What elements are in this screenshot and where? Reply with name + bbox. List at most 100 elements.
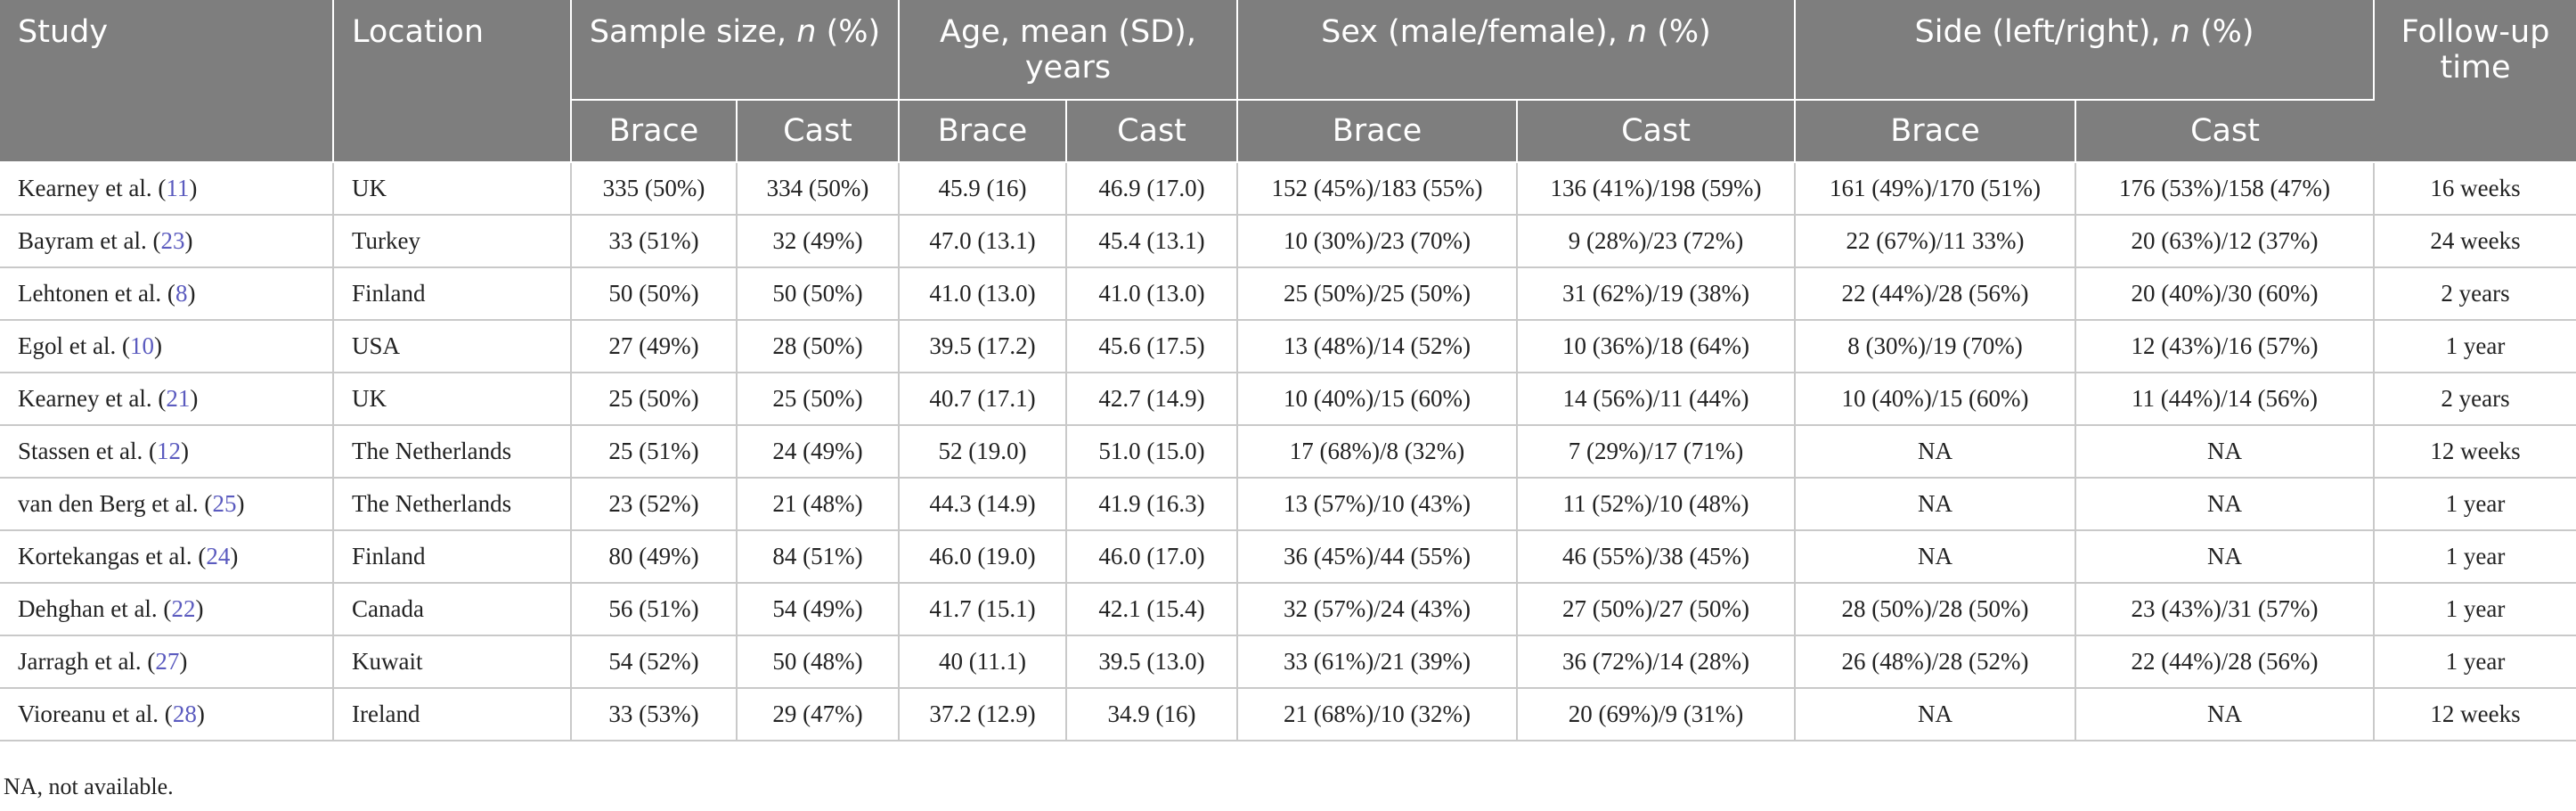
subheader-sample-brace: Brace — [571, 100, 738, 163]
table-row: Lehtonen et al. (8) Finland 50 (50%) 50 (50… — [0, 267, 2576, 321]
table-row: Bayram et al. (23) Turkey 33 (51%) 32 (49%)… — [0, 215, 2576, 268]
cell-side-brace: 22 (67%)/11 33%) — [1795, 215, 2077, 268]
reference-link[interactable]: 27 — [155, 648, 180, 675]
cell-sex-cast: 20 (69%)/9 (31%) — [1517, 688, 1797, 741]
study-name: Kearney et al. ( — [18, 175, 167, 201]
table-row: van den Berg et al. (25) The Netherlands 2… — [0, 478, 2576, 531]
cell-age-cast: 46.0 (17.0) — [1066, 530, 1238, 584]
reference-link[interactable]: 25 — [212, 490, 237, 517]
cell-side-brace: NA — [1795, 688, 2077, 741]
cell-location: Kuwait — [333, 635, 572, 689]
header-location: Location — [333, 0, 572, 163]
study-name-close: ) — [236, 490, 245, 517]
cell-age-brace: 41.7 (15.1) — [899, 583, 1067, 636]
reference-link[interactable]: 28 — [172, 700, 197, 727]
cell-study: Kearney et al. (21) — [0, 373, 334, 426]
study-name: Vioreanu et al. ( — [18, 700, 173, 727]
cell-ss-brace: 335 (50%) — [571, 162, 738, 216]
cell-sex-cast: 14 (56%)/11 (44%) — [1517, 373, 1797, 426]
cell-follow: 1 year — [2374, 583, 2576, 636]
reference-link[interactable]: 23 — [160, 227, 185, 254]
cell-side-brace: NA — [1795, 425, 2077, 479]
cell-follow: 1 year — [2374, 530, 2576, 584]
cell-ss-cast: 28 (50%) — [737, 320, 900, 373]
cell-study: Lehtonen et al. (8) — [0, 267, 334, 321]
study-name: Lehtonen et al. ( — [18, 280, 175, 307]
cell-age-cast: 51.0 (15.0) — [1066, 425, 1238, 479]
cell-study: Egol et al. (10) — [0, 320, 334, 373]
cell-sex-cast: 11 (52%)/10 (48%) — [1517, 478, 1797, 531]
cell-sex-brace: 17 (68%)/8 (32%) — [1237, 425, 1518, 479]
cell-location: Finland — [333, 530, 572, 584]
cell-study: Stassen et al. (12) — [0, 425, 334, 479]
cell-follow: 12 weeks — [2374, 425, 2576, 479]
cell-follow: 24 weeks — [2374, 215, 2576, 268]
table-row: Stassen et al. (12) The Netherlands 25 (51… — [0, 425, 2576, 479]
cell-sex-brace: 13 (48%)/14 (52%) — [1237, 320, 1518, 373]
table-row: Kearney et al. (21) UK 25 (50%) 25 (50%) 40.… — [0, 373, 2576, 426]
cell-sex-brace: 36 (45%)/44 (55%) — [1237, 530, 1518, 584]
cell-sex-cast: 27 (50%)/27 (50%) — [1517, 583, 1797, 636]
reference-link[interactable]: 21 — [166, 385, 191, 412]
cell-age-brace: 40.7 (17.1) — [899, 373, 1067, 426]
cell-ss-brace: 33 (53%) — [571, 688, 738, 741]
study-name-close: ) — [187, 280, 196, 307]
cell-ss-cast: 21 (48%) — [737, 478, 900, 531]
subheader-side-brace: Brace — [1795, 100, 2077, 163]
cell-side-brace: NA — [1795, 478, 2077, 531]
cell-age-cast: 39.5 (13.0) — [1066, 635, 1238, 689]
table-row: Kortekangas et al. (24) Finland 80 (49%) 84… — [0, 530, 2576, 584]
cell-location: USA — [333, 320, 572, 373]
cell-sex-cast: 7 (29%)/17 (71%) — [1517, 425, 1797, 479]
study-name: van den Berg et al. ( — [18, 490, 213, 517]
reference-link[interactable]: 11 — [166, 175, 190, 201]
cell-age-brace: 52 (19.0) — [899, 425, 1067, 479]
cell-side-cast: 22 (44%)/28 (56%) — [2075, 635, 2376, 689]
cell-side-brace: 161 (49%)/170 (51%) — [1795, 162, 2077, 216]
cell-side-cast: 20 (63%)/12 (37%) — [2075, 215, 2376, 268]
cell-ss-cast: 32 (49%) — [737, 215, 900, 268]
study-name-close: ) — [190, 385, 199, 412]
subheader-age-cast: Cast — [1066, 100, 1238, 163]
cell-follow: 12 weeks — [2374, 688, 2576, 741]
cell-study: Bayram et al. (23) — [0, 215, 334, 268]
header-follow-up: Follow-up time — [2374, 0, 2576, 163]
subheader-sex-cast: Cast — [1517, 100, 1797, 163]
table-body: Kearney et al. (11) UK 335 (50%) 334 (50%) 4… — [0, 162, 2576, 741]
reference-link[interactable]: 10 — [129, 332, 154, 359]
header-side: Side (left/right), n (%) — [1795, 0, 2376, 101]
cell-age-brace: 39.5 (17.2) — [899, 320, 1067, 373]
study-name: Bayram et al. ( — [18, 227, 161, 254]
study-name-close: ) — [184, 227, 193, 254]
cell-age-cast: 45.4 (13.1) — [1066, 215, 1238, 268]
cell-ss-brace: 23 (52%) — [571, 478, 738, 531]
cell-side-brace: 10 (40%)/15 (60%) — [1795, 373, 2077, 426]
cell-ss-cast: 334 (50%) — [737, 162, 900, 216]
cell-ss-brace: 56 (51%) — [571, 583, 738, 636]
reference-link[interactable]: 8 — [175, 280, 188, 307]
cell-age-cast: 41.0 (13.0) — [1066, 267, 1238, 321]
cell-sex-brace: 33 (61%)/21 (39%) — [1237, 635, 1518, 689]
cell-sex-brace: 152 (45%)/183 (55%) — [1237, 162, 1518, 216]
study-name-close: ) — [153, 332, 162, 359]
cell-side-brace: 28 (50%)/28 (50%) — [1795, 583, 2077, 636]
cell-sex-cast: 9 (28%)/23 (72%) — [1517, 215, 1797, 268]
cell-sex-brace: 25 (50%)/25 (50%) — [1237, 267, 1518, 321]
cell-follow: 2 years — [2374, 373, 2576, 426]
reference-link[interactable]: 22 — [171, 595, 196, 622]
study-name-close: ) — [230, 543, 239, 569]
study-name: Jarragh et al. ( — [18, 648, 156, 675]
cell-location: The Netherlands — [333, 478, 572, 531]
cell-side-cast: NA — [2075, 688, 2376, 741]
study-name: Egol et al. ( — [18, 332, 130, 359]
subheader-age-brace: Brace — [899, 100, 1067, 163]
cell-study: Jarragh et al. (27) — [0, 635, 334, 689]
table-row: Dehghan et al. (22) Canada 56 (51%) 54 (49%… — [0, 583, 2576, 636]
cell-follow: 16 weeks — [2374, 162, 2576, 216]
cell-study: Kearney et al. (11) — [0, 162, 334, 216]
reference-link[interactable]: 12 — [156, 438, 181, 464]
cell-ss-brace: 25 (50%) — [571, 373, 738, 426]
reference-link[interactable]: 24 — [206, 543, 231, 569]
table-row: Jarragh et al. (27) Kuwait 54 (52%) 50 (48%… — [0, 635, 2576, 689]
study-name-close: ) — [196, 700, 205, 727]
